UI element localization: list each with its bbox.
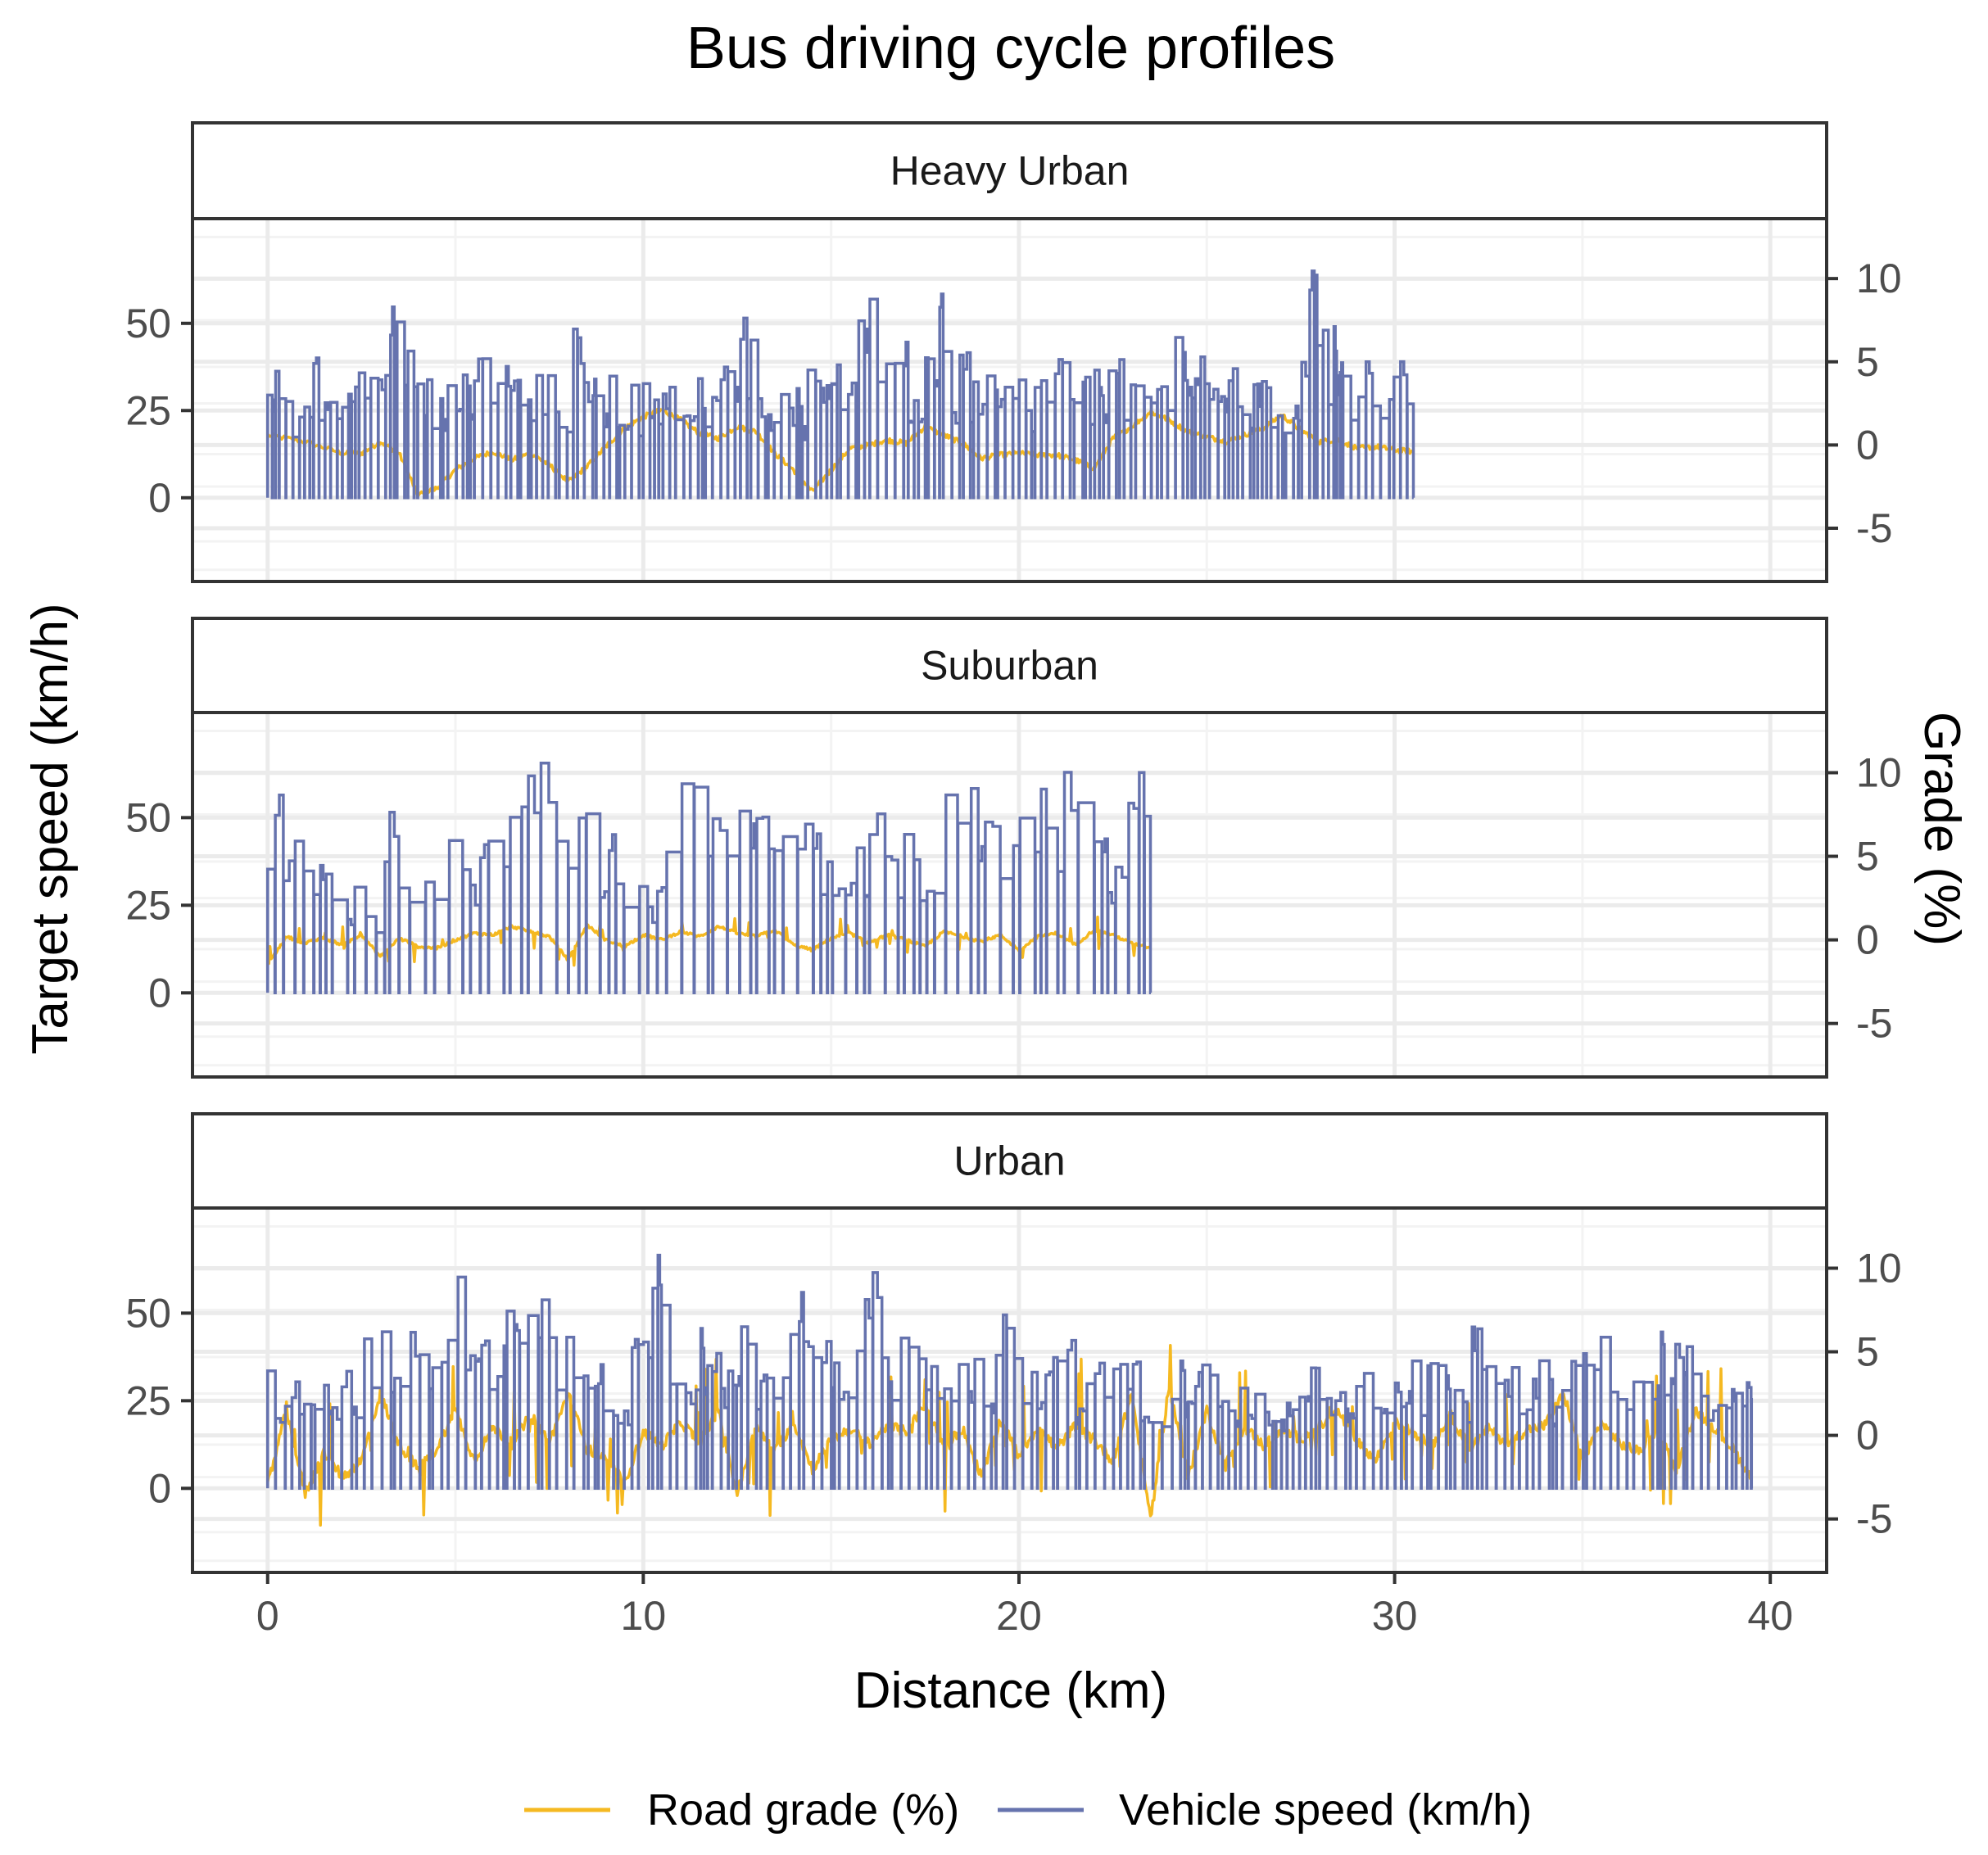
facet-heavy-urban: Heavy Urban 0 25 50 -5 0 5 10: [125, 121, 1902, 583]
x-tick-label: 0: [256, 1593, 279, 1639]
x-tick-label: 10: [621, 1593, 667, 1639]
x-tick-label: 40: [1747, 1593, 1793, 1639]
y-tick-label: 0: [148, 1465, 171, 1511]
vehicle-speed-line: [265, 269, 1415, 500]
y2-tick-label: 10: [1856, 256, 1902, 301]
y2-tick-label: 0: [1856, 1413, 1879, 1459]
legend: Road grade (%) Vehicle speed (km/h): [524, 1785, 1532, 1835]
y-tick-label: 25: [125, 882, 171, 928]
x-axis: 0 10 20 30 40: [256, 1572, 1793, 1639]
y-tick-label: 25: [125, 1378, 171, 1423]
chart-title: Bus driving cycle profiles: [686, 16, 1335, 81]
y2-tick-label: -5: [1856, 505, 1892, 551]
legend-label-grade: Road grade (%): [647, 1785, 959, 1835]
x-tick-label: 20: [996, 1593, 1042, 1639]
facet-label: Heavy Urban: [890, 148, 1130, 194]
x-axis-label: Distance (km): [854, 1663, 1167, 1719]
facet-panels: Heavy Urban02550-50510Suburban02550-5051…: [125, 121, 1902, 1574]
facet-suburban: Suburban 0 25 50 -5 0 5 10: [125, 617, 1902, 1079]
y2-tick-label: -5: [1856, 1496, 1892, 1542]
y2-tick-label: 5: [1856, 834, 1879, 880]
y-tick-label: 50: [125, 301, 171, 346]
panel-border: [191, 217, 1828, 583]
facet-label: Urban: [953, 1138, 1065, 1184]
facet-strip: [191, 121, 1828, 220]
y2-tick-label: 10: [1856, 1245, 1902, 1291]
x-tick-label: 30: [1372, 1593, 1418, 1639]
panel-border: [191, 1206, 1828, 1574]
y2-tick-label: 5: [1856, 1329, 1879, 1375]
facet-strip: [191, 1112, 1828, 1210]
y2-axis-label: Grade (%): [1913, 712, 1970, 946]
y-tick-label: 50: [125, 794, 171, 840]
panel-border: [191, 711, 1828, 1079]
y2-tick-label: 0: [1856, 422, 1879, 468]
vehicle-speed-line: [265, 761, 1152, 995]
y2-tick-label: -5: [1856, 1001, 1892, 1047]
y-axis-label: Target speed (km/h): [22, 603, 79, 1054]
y-tick-label: 0: [148, 970, 171, 1016]
legend-label-speed: Vehicle speed (km/h): [1119, 1785, 1532, 1835]
y2-tick-label: 10: [1856, 749, 1902, 795]
y-tick-label: 50: [125, 1290, 171, 1336]
facet-label: Suburban: [921, 643, 1098, 689]
y-tick-label: 0: [148, 475, 171, 521]
facet-urban: Urban 0 25 50 -5 0 5 10: [125, 1112, 1902, 1574]
y2-tick-label: 5: [1856, 339, 1879, 385]
vehicle-speed-line: [265, 1253, 1754, 1491]
y-tick-label: 25: [125, 387, 171, 433]
y2-tick-label: 0: [1856, 917, 1879, 963]
